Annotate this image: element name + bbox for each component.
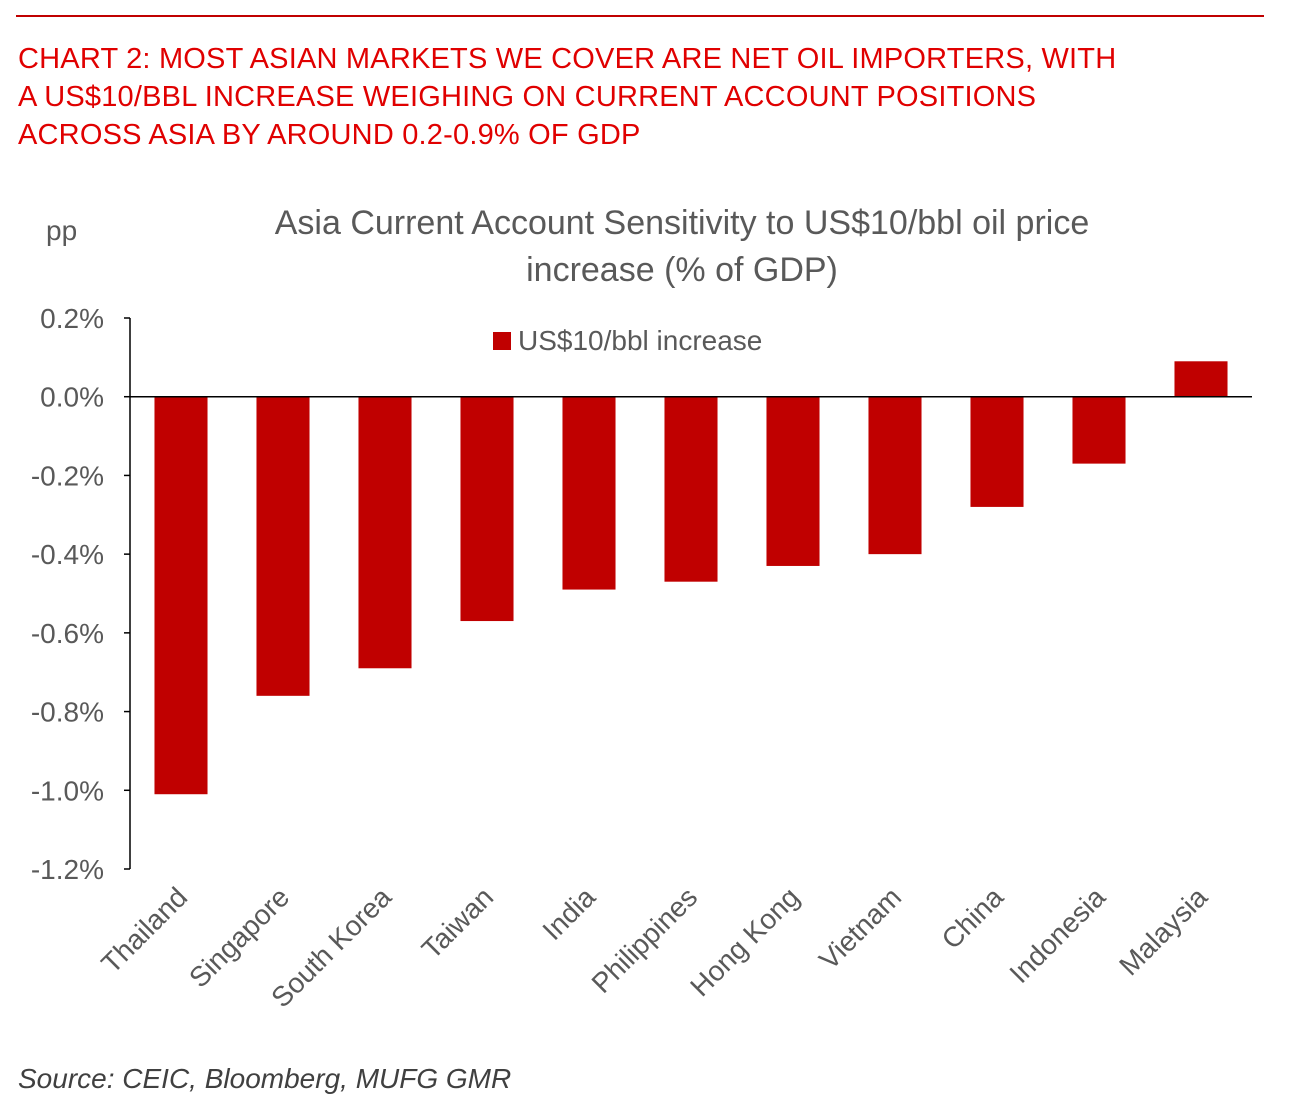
- y-tick-label: -1.2%: [31, 854, 104, 885]
- x-tick-label: Indonesia: [1003, 881, 1111, 989]
- y-tick-label: 0.0%: [40, 382, 104, 413]
- bar: [562, 396, 616, 590]
- x-tick-label: India: [536, 881, 601, 946]
- bar: [1174, 361, 1228, 397]
- legend: US$10/bbl increase: [493, 325, 762, 356]
- top-rule: [16, 15, 1264, 17]
- unit-label: pp: [46, 215, 77, 246]
- source-note: Source: CEIC, Bloomberg, MUFG GMR: [18, 1063, 512, 1094]
- chart-title-line: Asia Current Account Sensitivity to US$1…: [275, 204, 1090, 242]
- bar: [460, 396, 514, 622]
- bar: [358, 396, 412, 669]
- headline-line: ACROSS ASIA BY AROUND 0.2-0.9% OF GDP: [18, 119, 641, 151]
- plot-area: 0.2% 0.0% -0.2% -0.4% -0.6% -0.8% -1.0% -1.2%Th…: [31, 303, 1252, 1013]
- bar: [970, 396, 1024, 507]
- headline-line: CHART 2: MOST ASIAN MARKETS WE COVER ARE…: [18, 43, 1117, 75]
- headline-line: A US$10/BBL INCREASE WEIGHING ON CURRENT…: [18, 81, 1037, 113]
- chart-headline: CHART 2: MOST ASIAN MARKETS WE COVER ARE…: [18, 40, 1288, 154]
- legend-label: US$10/bbl increase: [518, 325, 762, 356]
- x-tick-label: Vietnam: [813, 881, 907, 975]
- x-tick-label: Taiwan: [416, 881, 500, 965]
- bar: [1072, 396, 1126, 464]
- x-tick-label: Hong Kong: [684, 881, 805, 1002]
- y-tick-label: -1.0%: [31, 775, 104, 806]
- x-tick-label: Singapore: [183, 881, 295, 993]
- bar: [766, 396, 820, 566]
- bar: [868, 396, 922, 555]
- chart-title-line: increase (% of GDP): [526, 251, 838, 289]
- x-tick-label: Thailand: [95, 881, 193, 979]
- legend-swatch: [493, 332, 511, 350]
- y-tick-label: -0.6%: [31, 618, 104, 649]
- y-tick-label: -0.4%: [31, 539, 104, 570]
- x-tick-label: China: [936, 881, 1010, 955]
- bar: [154, 396, 208, 795]
- y-tick-label: -0.2%: [31, 460, 104, 491]
- y-tick-label: 0.2%: [40, 303, 104, 334]
- bar-chart: Asia Current Account Sensitivity to US$1…: [31, 204, 1252, 1013]
- x-tick-label: Malaysia: [1113, 881, 1213, 981]
- y-tick-label: -0.8%: [31, 697, 104, 728]
- bar: [256, 396, 310, 696]
- bar: [664, 396, 718, 582]
